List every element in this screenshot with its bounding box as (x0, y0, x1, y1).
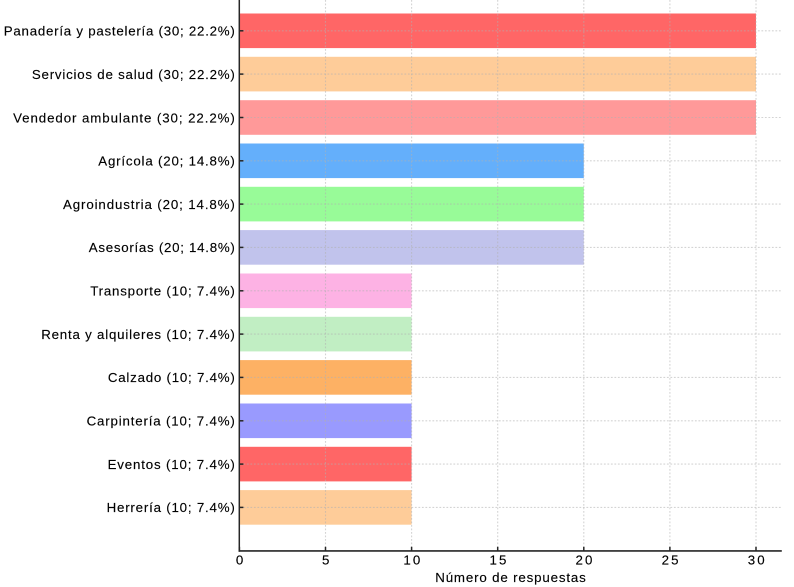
svg-text:5: 5 (322, 553, 329, 568)
svg-text:Vendedor ambulante (30; 22.2%): Vendedor ambulante (30; 22.2%) (13, 110, 235, 125)
svg-text:Herrería (10; 7.4%): Herrería (10; 7.4%) (107, 500, 235, 515)
svg-text:Agroindustria (20; 14.8%): Agroindustria (20; 14.8%) (63, 197, 235, 212)
svg-text:Servicios de salud (30; 22.2%): Servicios de salud (30; 22.2%) (32, 67, 235, 82)
svg-text:Transporte (10; 7.4%): Transporte (10; 7.4%) (90, 284, 235, 299)
svg-text:Calzado (10; 7.4%): Calzado (10; 7.4%) (108, 370, 235, 385)
svg-text:Renta y alquileres (10; 7.4%): Renta y alquileres (10; 7.4%) (41, 327, 235, 342)
svg-text:Número de respuestas: Número de respuestas (435, 570, 586, 585)
svg-text:Asesorías (20; 14.8%): Asesorías (20; 14.8%) (89, 240, 235, 255)
svg-text:Carpintería (10; 7.4%): Carpintería (10; 7.4%) (87, 414, 235, 429)
svg-text:0: 0 (236, 553, 243, 568)
svg-text:Eventos (10; 7.4%): Eventos (10; 7.4%) (108, 457, 235, 472)
svg-text:Agrícola (20; 14.8%): Agrícola (20; 14.8%) (98, 154, 234, 169)
svg-text:Panadería y pastelería (30; 22: Panadería y pastelería (30; 22.2%) (4, 24, 235, 39)
